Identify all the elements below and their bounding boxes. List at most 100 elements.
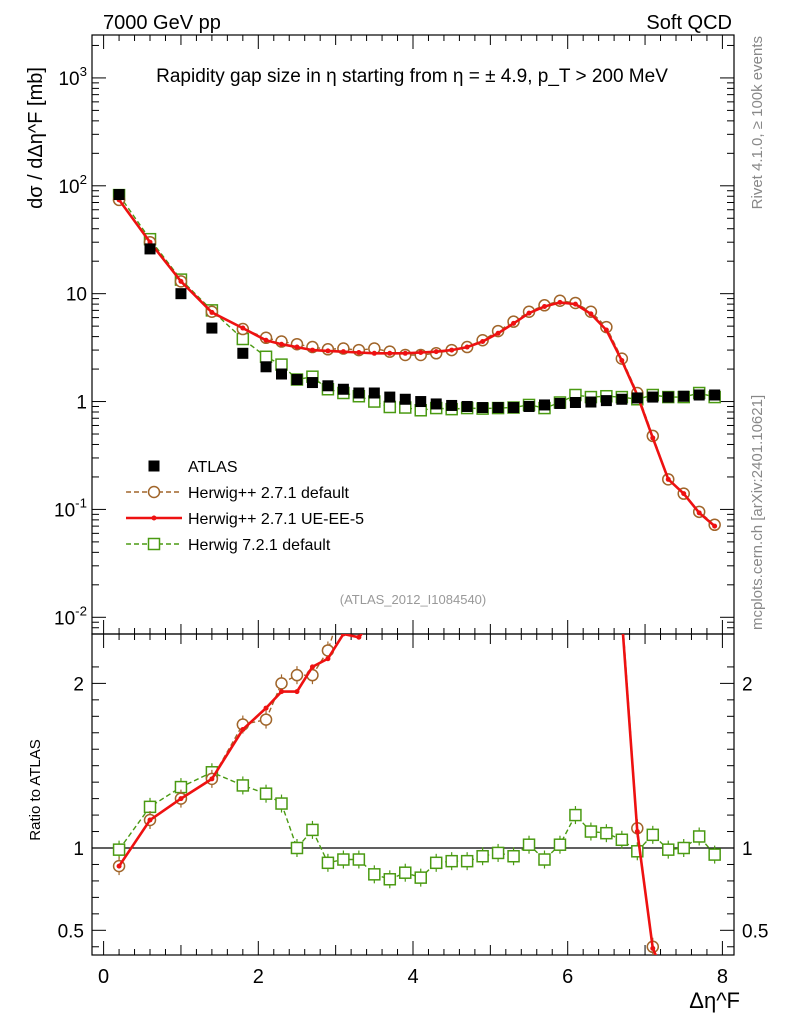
point-atlas [492,402,504,414]
ratio-point-herwig7 [352,853,366,866]
point-atlas [538,399,550,411]
point-herwigpp_ueee5 [279,341,285,347]
point-herwigpp_ueee5 [387,350,393,356]
point-herwigpp_ueee5 [603,327,609,333]
point-herwigpp_ueee5 [464,344,470,350]
point-herwigpp_ueee5 [371,350,377,356]
process-label: Soft QCD [646,12,732,34]
ratio-point-herwigpp_ueee5 [209,776,215,782]
ratio-axes: 0 2 4 6 8 0.5 0.5 1 1 2 2 [58,634,768,988]
ratio-point-herwigpp_default [678,987,689,998]
ratio-point-herwigpp_default [493,250,504,261]
point-atlas [237,347,249,359]
ratio-line-herwigpp_ueee5 [118,634,658,955]
point-herwigpp_ueee5 [309,347,315,353]
y-tick-label: 10-1 [54,495,87,521]
point-herwigpp_ueee5 [681,491,687,497]
ratio-point-herwig7 [677,841,690,855]
ratio-point-herwig7 [631,845,644,858]
point-atlas [662,391,674,403]
point-atlas [678,390,690,402]
ratio-series-herwigpp_ueee5 [116,55,686,995]
point-atlas [415,396,427,408]
point-herwigpp_ueee5 [541,304,547,310]
point-herwigpp_ueee5 [665,476,671,482]
ratio-point-herwigpp_ueee5 [178,796,184,802]
ratio-point-herwigpp_ueee5 [147,817,153,823]
ratio-point-herwig7 [414,871,427,884]
series-herwigpp_default [112,193,721,532]
ratio-point-herwigpp_ueee5 [325,656,331,662]
ratio-point-herwig7 [569,808,582,822]
legend-marker-atlas [148,460,160,472]
legend-label-herwigpp_default: Herwig++ 2.7.1 default [188,485,350,502]
point-herwig7 [259,350,273,364]
x-tick-label: 4 [407,966,418,988]
legend-marker-herwig7 [147,537,161,551]
ratio-point-herwigpp_ueee5 [496,220,501,225]
ratio-point-herwigpp_default [462,447,473,458]
ratio-point-herwig7 [522,838,536,851]
legend: ATLAS Herwig++ 2.7.1 default Herwig++ 2.7.… [126,459,364,554]
point-herwigpp_ueee5 [557,299,563,305]
legend-entry-herwigpp_ueee5: Herwig++ 2.7.1 UE-EE-5 [126,511,364,528]
legend-entry-herwig7: Herwig 7.2.1 default [126,537,331,554]
ratio-point-herwigpp_ueee5 [434,516,439,521]
ratio-series-herwigpp_default [112,250,689,998]
point-herwigpp_ueee5 [495,330,501,336]
point-atlas [709,389,721,401]
ratio-series-herwig7 [112,763,721,889]
ratio-point-herwig7 [507,849,520,863]
point-herwigpp_ueee5 [418,349,424,355]
point-herwigpp_ueee5 [402,350,408,356]
ratio-point-herwig7 [491,846,505,860]
point-atlas [337,383,349,395]
ratio-point-herwigpp_ueee5 [681,990,686,995]
point-herwigpp_ueee5 [240,325,246,331]
point-atlas [368,387,380,399]
energy-label: 7000 GeV pp [103,12,221,34]
ratio-point-herwigpp_ueee5 [634,829,640,835]
ratio-point-herwig7 [538,853,551,866]
ratio-line-herwig7 [118,771,716,881]
point-atlas [477,402,489,414]
point-atlas [693,389,705,401]
side-note-rivet: Rivet 4.1.0, ≥ 100k events [749,36,766,209]
point-atlas [144,243,156,255]
main-series-layer [112,188,721,532]
ratio-point-herwig7 [399,866,412,879]
point-atlas [322,380,334,392]
y-tick-label: 10-2 [54,603,87,629]
ratio-point-herwigpp_default [477,382,488,393]
x-tick-label: 6 [562,966,573,988]
y-tick-label: 102 [58,172,87,198]
ratio-point-herwigpp_ueee5 [279,689,285,695]
point-atlas [600,395,612,407]
ratio-y-tick-label: 0.5 [58,921,84,942]
point-herwigpp_ueee5 [340,349,346,355]
ratio-point-herwig7 [337,853,350,866]
point-herwigpp_ueee5 [263,337,269,343]
point-atlas [647,391,659,403]
point-atlas [430,398,442,410]
ratio-point-herwigpp_ueee5 [511,55,516,60]
ratio-point-herwigpp_ueee5 [449,467,454,472]
ratio-point-herwig7 [259,787,273,800]
point-atlas [554,397,566,409]
xlabel: Δη^F [689,988,740,1013]
x-tick-label: 2 [253,966,264,988]
ratio-ylabel: Ratio to ATLAS [27,739,44,840]
point-herwigpp_ueee5 [356,349,362,355]
point-herwigpp_ueee5 [449,347,455,353]
point-atlas [206,322,218,334]
ratio-point-herwig7 [143,800,157,814]
ratio-point-herwig7 [275,797,288,810]
ratio-point-herwigpp_ueee5 [480,352,485,357]
point-atlas [384,391,396,403]
point-herwigpp_ueee5 [619,358,625,364]
ratio-point-herwigpp_default [275,677,288,690]
ratio-y-tick-label: 1 [73,839,84,860]
series-atlas [113,189,721,414]
ratio-point-herwig7 [692,830,706,843]
ratio-y-tick-label-right: 2 [742,674,753,695]
